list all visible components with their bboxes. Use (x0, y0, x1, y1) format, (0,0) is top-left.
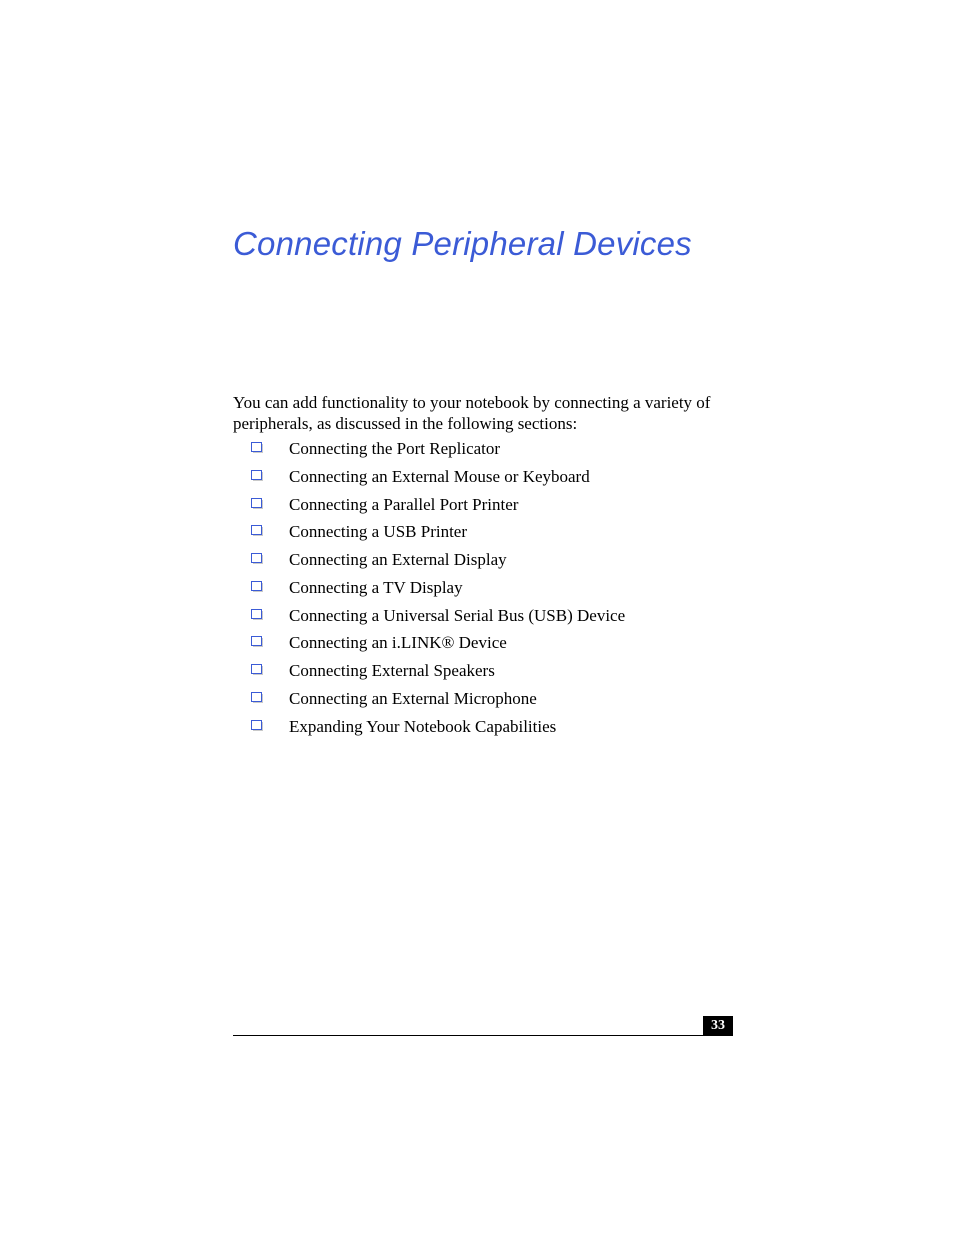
bullet-icon (251, 470, 264, 482)
list-item-label: Expanding Your Notebook Capabilities (289, 716, 556, 737)
list-item-label: Connecting a Parallel Port Printer (289, 494, 518, 515)
list-item: Connecting External Speakers (251, 660, 731, 681)
list-item-label: Connecting a TV Display (289, 577, 463, 598)
topic-list: Connecting the Port Replicator Connecting… (251, 438, 731, 743)
bullet-icon (251, 636, 264, 648)
list-item-label: Connecting a USB Printer (289, 521, 467, 542)
bullet-icon (251, 442, 264, 454)
list-item-label: Connecting External Speakers (289, 660, 495, 681)
intro-paragraph: You can add functionality to your notebo… (233, 392, 733, 435)
bullet-icon (251, 720, 264, 732)
bullet-icon (251, 609, 264, 621)
list-item-label: Connecting an External Mouse or Keyboard (289, 466, 590, 487)
list-item-label: Connecting a Universal Serial Bus (USB) … (289, 605, 625, 626)
list-item: Connecting a USB Printer (251, 521, 731, 542)
bullet-icon (251, 525, 264, 537)
list-item: Connecting an External Display (251, 549, 731, 570)
list-item: Expanding Your Notebook Capabilities (251, 716, 731, 737)
list-item-label: Connecting an External Microphone (289, 688, 537, 709)
list-item: Connecting an External Microphone (251, 688, 731, 709)
page-number: 33 (703, 1016, 733, 1035)
list-item: Connecting a TV Display (251, 577, 731, 598)
footer-rule (233, 1035, 733, 1036)
list-item: Connecting an External Mouse or Keyboard (251, 466, 731, 487)
list-item: Connecting an i.LINK® Device (251, 632, 731, 653)
list-item-label: Connecting an External Display (289, 549, 507, 570)
list-item-label: Connecting the Port Replicator (289, 438, 500, 459)
bullet-icon (251, 692, 264, 704)
list-item-label: Connecting an i.LINK® Device (289, 632, 507, 653)
list-item: Connecting the Port Replicator (251, 438, 731, 459)
document-page: Connecting Peripheral Devices You can ad… (0, 0, 954, 1235)
bullet-icon (251, 553, 264, 565)
bullet-icon (251, 664, 264, 676)
list-item: Connecting a Universal Serial Bus (USB) … (251, 605, 731, 626)
page-title: Connecting Peripheral Devices (233, 225, 692, 263)
bullet-icon (251, 581, 264, 593)
bullet-icon (251, 498, 264, 510)
list-item: Connecting a Parallel Port Printer (251, 494, 731, 515)
